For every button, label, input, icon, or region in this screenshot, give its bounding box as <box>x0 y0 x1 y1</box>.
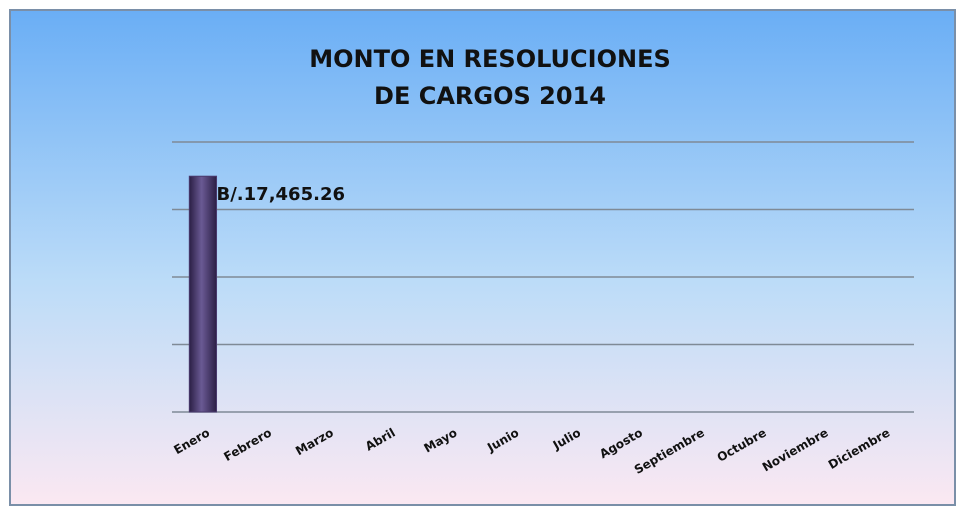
plot-background <box>9 9 956 506</box>
bar <box>188 175 218 413</box>
data-label: B/.17,465.26 <box>217 184 345 205</box>
chart-title: MONTO EN RESOLUCIONES <box>309 45 671 73</box>
chart-subtitle: DE CARGOS 2014 <box>374 82 606 110</box>
